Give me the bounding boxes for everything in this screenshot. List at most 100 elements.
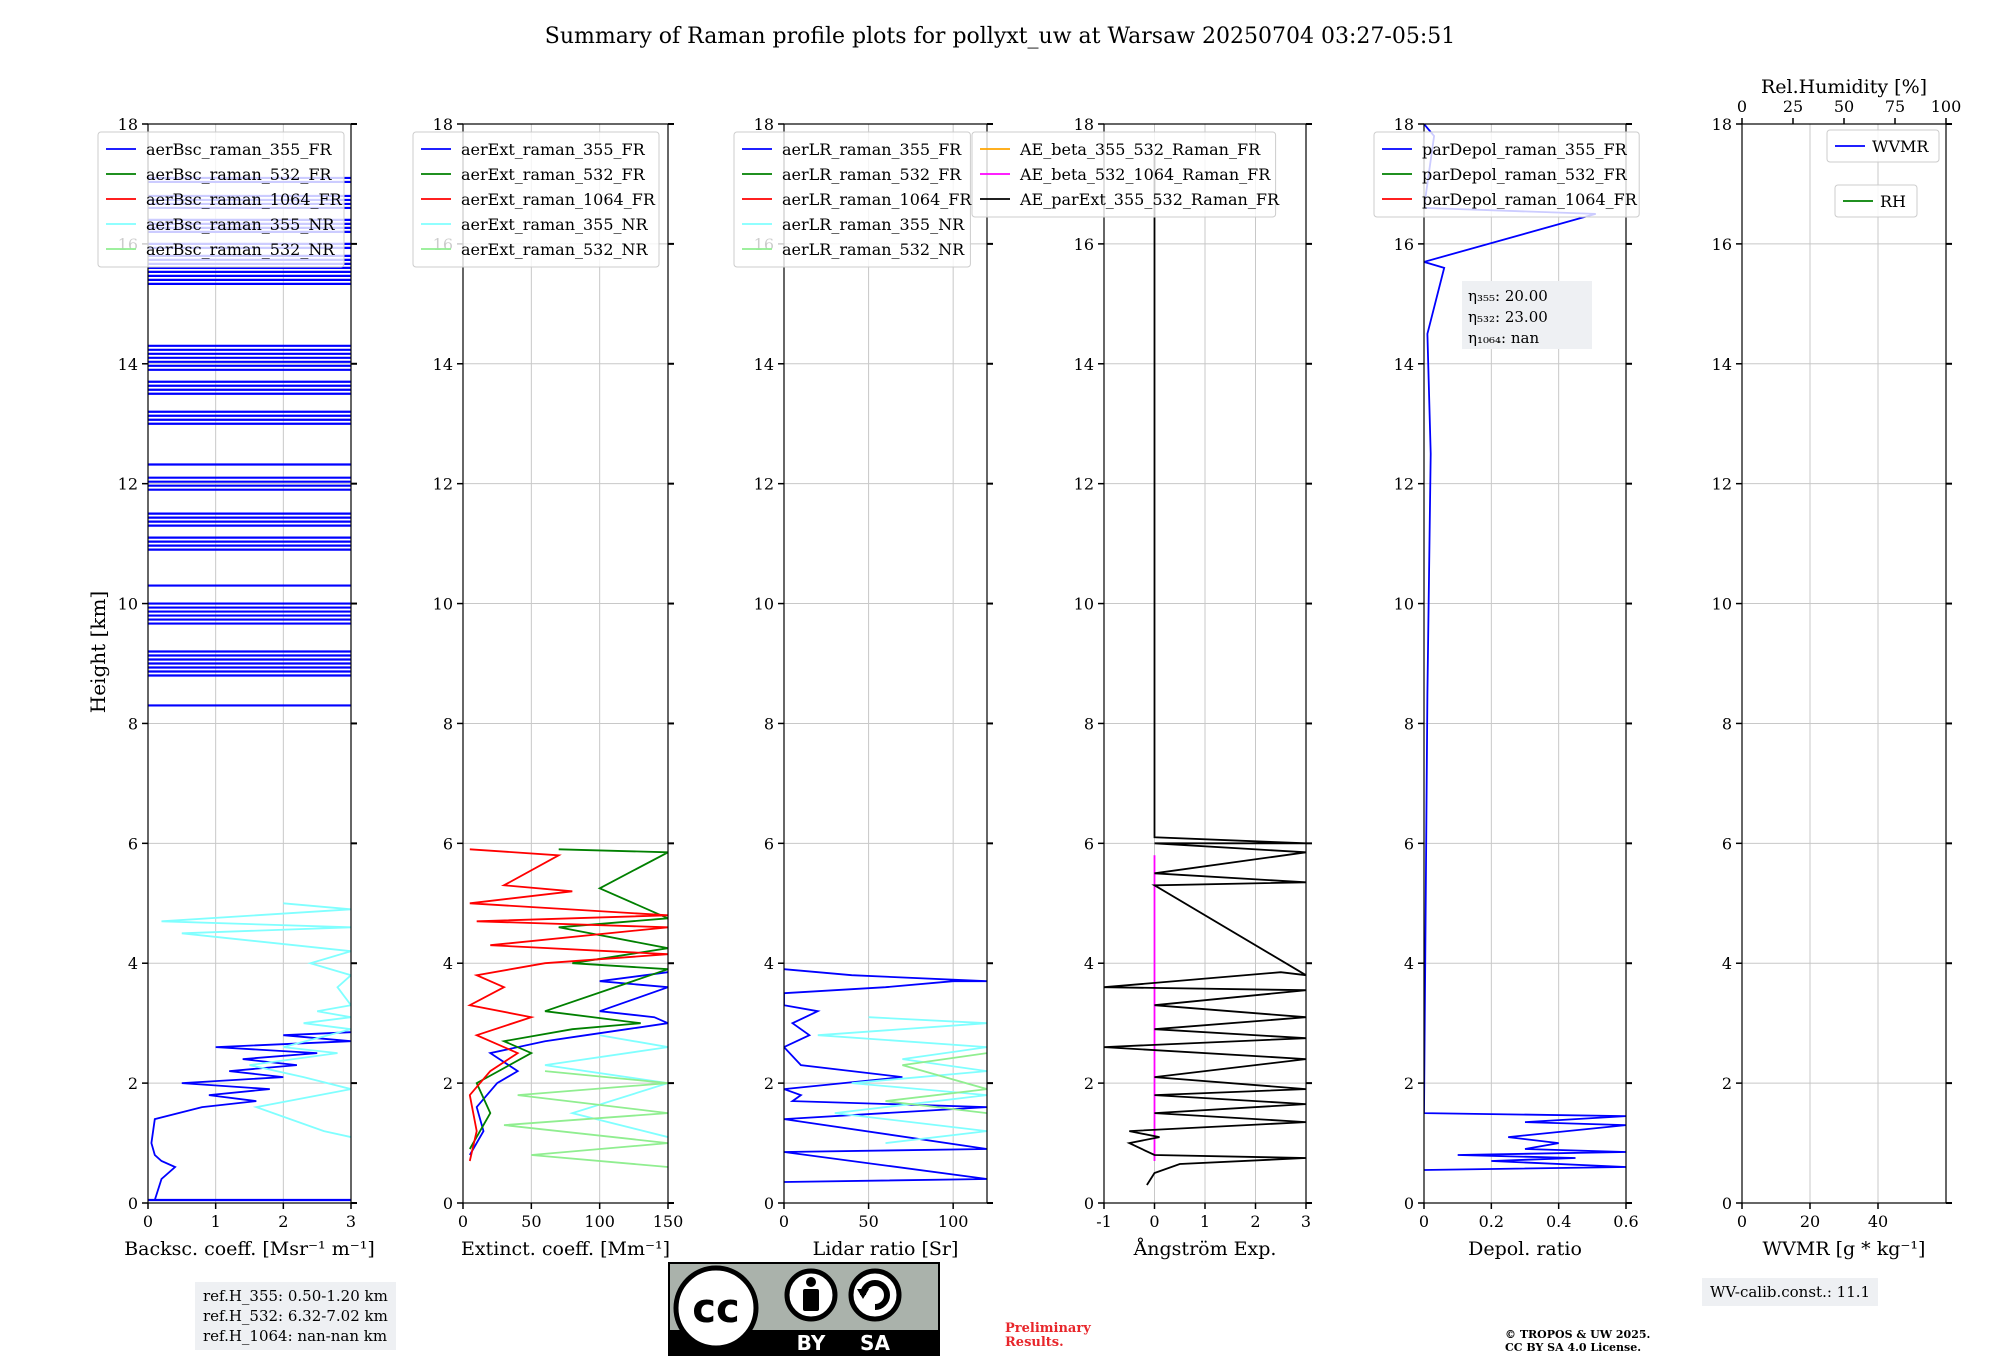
legend-label: aerLR_raman_532_FR <box>782 165 962 184</box>
reference-heights-box: ref.H_355: 0.50-1.20 km ref.H_532: 6.32-… <box>195 1282 396 1350</box>
legend-box <box>97 131 345 268</box>
x2-tick-label: 100 <box>1931 97 1962 116</box>
legend-label: aerLR_raman_355_FR <box>782 140 962 159</box>
y-tick-label: 14 <box>754 355 774 374</box>
x-tick-label: 0 <box>779 1212 789 1231</box>
x2-tick-label: 75 <box>1885 97 1905 116</box>
x-tick-label: 2 <box>1250 1212 1260 1231</box>
y-tick-label: 16 <box>1394 235 1414 254</box>
y-tick-label: 2 <box>1404 1074 1414 1093</box>
series-group <box>1424 124 1626 1171</box>
panels: 0246810121416180123Backsc. coeff. [Msr⁻¹… <box>97 76 1962 1260</box>
share-alike-icon <box>848 1268 902 1322</box>
y-tick-label: 12 <box>118 475 138 494</box>
y-tick-label: 14 <box>1074 355 1094 374</box>
y-tick-label: 18 <box>1394 115 1414 134</box>
axes-frame <box>1423 123 1627 1204</box>
axes-frame <box>783 123 988 1204</box>
legend-label: AE_beta_532_1064_Raman_FR <box>1019 165 1271 184</box>
y-tick-label: 6 <box>1084 834 1094 853</box>
y-tick-label: 12 <box>433 475 453 494</box>
legend-box <box>1834 184 1918 218</box>
y-tick-label: 8 <box>443 714 453 733</box>
license-sa: SA <box>860 1331 890 1355</box>
x-tick-label: 50 <box>858 1212 878 1231</box>
panel-3: 024681012141618050100Lidar ratio [Sr]aer… <box>733 115 993 1260</box>
series-line <box>885 1052 987 1114</box>
cc-license-badge: cc BY SA <box>668 1262 940 1356</box>
legend-label: aerExt_raman_532_FR <box>461 165 646 184</box>
figure-title: Summary of Raman profile plots for polly… <box>545 24 1455 49</box>
y-tick-label: 2 <box>128 1074 138 1093</box>
wv-calibration-constant: WV-calib.const.: 11.1 <box>1710 1283 1871 1301</box>
ref-height-1064: ref.H_1064: nan-nan km <box>203 1327 388 1345</box>
y-tick-label: 8 <box>1084 714 1094 733</box>
y-tick-label: 8 <box>1722 714 1732 733</box>
x-tick-label: 100 <box>584 1212 615 1231</box>
y-tick-label: 0 <box>443 1194 453 1213</box>
y-tick-label: 16 <box>1074 235 1094 254</box>
x2-tick-label: 25 <box>1783 97 1803 116</box>
series-line <box>1104 154 1306 1186</box>
y-tick-label: 6 <box>128 834 138 853</box>
legend-label: RH <box>1880 192 1906 211</box>
legend-label: parDepol_raman_355_FR <box>1422 140 1628 159</box>
y-tick-label: 18 <box>754 115 774 134</box>
y-tick-label: 0 <box>1084 1194 1094 1213</box>
legend-label: AE_parExt_355_532_Raman_FR <box>1019 190 1280 209</box>
annotation-text: η₃₅₅: 20.00 <box>1468 287 1548 305</box>
cc-logo-text: cc <box>692 1286 739 1332</box>
series-line <box>817 1016 987 1144</box>
y-tick-label: 6 <box>443 834 453 853</box>
x-tick-label: 1 <box>1200 1212 1210 1231</box>
x-tick-label: 40 <box>1868 1212 1888 1231</box>
y-tick-label: 10 <box>1074 595 1094 614</box>
legend-box <box>733 131 971 268</box>
x-tick-label: 3 <box>346 1212 356 1231</box>
legend-label: aerExt_raman_532_NR <box>461 240 649 259</box>
series-line <box>161 902 351 1138</box>
copyright-note: © TROPOS & UW 2025. CC BY SA 4.0 License… <box>1505 1328 1651 1354</box>
legend-label: aerExt_raman_355_NR <box>461 215 649 234</box>
y-tick-label: 6 <box>1404 834 1414 853</box>
y-tick-label: 14 <box>118 355 138 374</box>
y-tick-label: 14 <box>433 355 453 374</box>
y-tick-label: 6 <box>764 834 774 853</box>
legend-label: aerLR_raman_532_NR <box>782 240 965 259</box>
x-tick-label: 0 <box>1737 1212 1747 1231</box>
y-tick-label: 4 <box>1084 954 1094 973</box>
legend-label: aerLR_raman_355_NR <box>782 215 965 234</box>
x-tick-label: 150 <box>653 1212 684 1231</box>
y-tick-label: 10 <box>433 595 453 614</box>
y-tick-label: 16 <box>1712 235 1732 254</box>
y-tick-label: 6 <box>1722 834 1732 853</box>
y-tick-label: 18 <box>433 115 453 134</box>
axes-frame <box>462 123 669 1204</box>
y-tick-label: 2 <box>764 1074 774 1093</box>
series-line <box>469 848 668 1150</box>
series-line <box>1424 124 1626 1171</box>
x-tick-label: 0.4 <box>1546 1212 1571 1231</box>
x-axis-label: WVMR [g * kg⁻¹] <box>1763 1238 1926 1260</box>
series-group <box>467 848 668 1168</box>
x-tick-label: -1 <box>1096 1212 1112 1231</box>
y-tick-label: 14 <box>1712 355 1732 374</box>
series-line <box>150 1031 351 1201</box>
series-group <box>784 968 987 1183</box>
x-tick-label: 1 <box>211 1212 221 1231</box>
y-tick-label: 0 <box>764 1194 774 1213</box>
legend-label: aerExt_raman_355_FR <box>461 140 646 159</box>
y-tick-label: 10 <box>1394 595 1414 614</box>
series-line <box>784 968 987 1183</box>
wv-calibration-box: WV-calib.const.: 11.1 <box>1702 1278 1879 1306</box>
y-tick-label: 4 <box>764 954 774 973</box>
y-tick-label: 2 <box>1722 1074 1732 1093</box>
axes-frame <box>147 123 352 1204</box>
x2-tick-label: 0 <box>1737 97 1747 116</box>
annotation-text: η₁₀₆₄: nan <box>1468 329 1539 347</box>
y-tick-label: 14 <box>1394 355 1414 374</box>
legend-label: aerBsc_raman_355_NR <box>146 215 335 234</box>
y-tick-label: 8 <box>128 714 138 733</box>
annotation-text: η₅₃₂: 23.00 <box>1468 308 1548 326</box>
